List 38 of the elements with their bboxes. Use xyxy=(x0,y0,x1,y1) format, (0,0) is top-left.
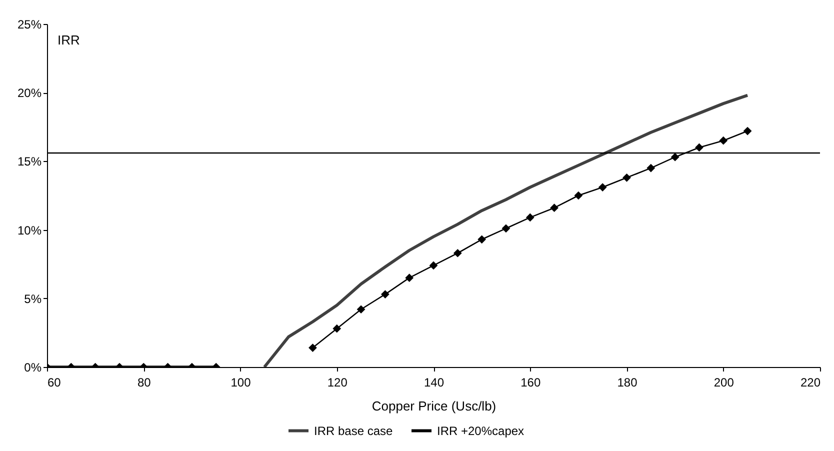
y-tick-label: 20% xyxy=(17,86,42,100)
y-tick-label: 10% xyxy=(17,223,42,238)
point xyxy=(478,235,486,244)
x-tick-label: 180 xyxy=(617,376,638,390)
x-tick-label: 100 xyxy=(230,376,252,390)
y-tick-label: 5% xyxy=(24,292,42,306)
legend-label: IRR +20%capex xyxy=(437,424,524,438)
point xyxy=(453,248,462,258)
y-tick-label: 15% xyxy=(17,154,42,169)
point xyxy=(598,183,607,192)
point xyxy=(646,164,656,172)
x-tick-label: 220 xyxy=(800,376,821,390)
x-axis-title: Copper Price (Usc/lb) xyxy=(372,398,496,414)
point xyxy=(405,274,414,282)
x-tick-label: 200 xyxy=(714,376,734,390)
point xyxy=(381,290,390,298)
point xyxy=(670,152,680,162)
x-tick-label: 60 xyxy=(48,376,62,390)
point xyxy=(308,344,317,352)
point xyxy=(429,261,438,270)
x-tick-label: 80 xyxy=(137,376,152,390)
y-tick-label: 25% xyxy=(17,18,42,32)
x-tick-label: 140 xyxy=(424,376,444,390)
point xyxy=(526,213,534,222)
point xyxy=(550,204,558,212)
point xyxy=(622,173,631,182)
point xyxy=(356,305,366,314)
y-axis-title: IRR xyxy=(58,32,80,48)
x-tick-label: 120 xyxy=(327,376,348,390)
point xyxy=(695,143,704,152)
legend-label: IRR base case xyxy=(314,424,394,438)
point xyxy=(743,126,752,136)
x-tick-label: 160 xyxy=(520,376,541,390)
point xyxy=(574,191,583,200)
y-tick-label: 0% xyxy=(24,360,42,374)
point xyxy=(502,224,510,233)
point xyxy=(332,324,342,333)
point xyxy=(719,136,728,145)
